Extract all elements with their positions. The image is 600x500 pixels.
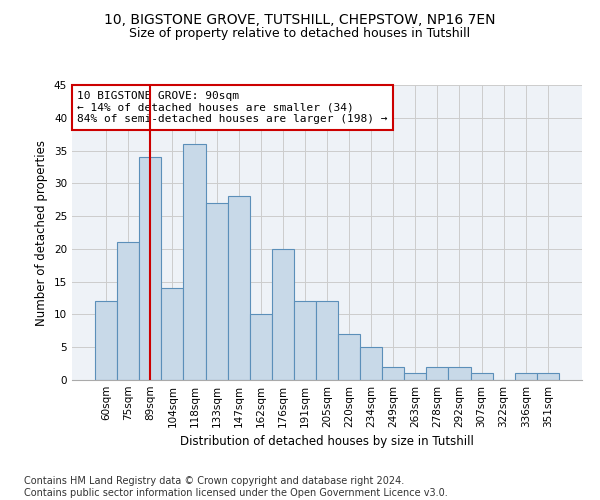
Bar xyxy=(117,242,139,380)
X-axis label: Distribution of detached houses by size in Tutshill: Distribution of detached houses by size … xyxy=(180,436,474,448)
Text: 10 BIGSTONE GROVE: 90sqm
← 14% of detached houses are smaller (34)
84% of semi-d: 10 BIGSTONE GROVE: 90sqm ← 14% of detach… xyxy=(77,91,388,124)
Bar xyxy=(448,367,470,380)
Bar xyxy=(515,374,537,380)
Bar xyxy=(272,249,294,380)
Bar xyxy=(537,374,559,380)
Bar xyxy=(227,196,250,380)
Bar xyxy=(294,302,316,380)
Bar xyxy=(95,302,117,380)
Bar xyxy=(360,347,382,380)
Text: 10, BIGSTONE GROVE, TUTSHILL, CHEPSTOW, NP16 7EN: 10, BIGSTONE GROVE, TUTSHILL, CHEPSTOW, … xyxy=(104,12,496,26)
Bar xyxy=(139,157,161,380)
Bar xyxy=(184,144,206,380)
Bar xyxy=(404,374,427,380)
Bar xyxy=(338,334,360,380)
Bar xyxy=(206,203,227,380)
Text: Contains HM Land Registry data © Crown copyright and database right 2024.
Contai: Contains HM Land Registry data © Crown c… xyxy=(24,476,448,498)
Bar xyxy=(427,367,448,380)
Bar xyxy=(316,302,338,380)
Bar xyxy=(250,314,272,380)
Y-axis label: Number of detached properties: Number of detached properties xyxy=(35,140,49,326)
Bar xyxy=(161,288,184,380)
Text: Size of property relative to detached houses in Tutshill: Size of property relative to detached ho… xyxy=(130,28,470,40)
Bar xyxy=(470,374,493,380)
Bar xyxy=(382,367,404,380)
